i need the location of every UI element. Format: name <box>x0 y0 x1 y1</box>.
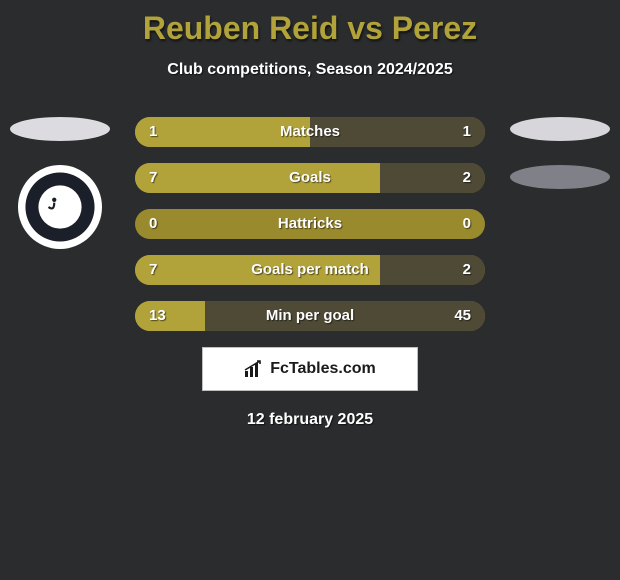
brand-banner: FcTables.com <box>202 347 418 391</box>
stat-row: 1345Min per goal <box>135 301 485 331</box>
stat-row: 72Goals <box>135 163 485 193</box>
stat-bars: 11Matches 72Goals 00Hattricks 72Goals per m… <box>135 117 485 331</box>
comparison-content: 11Matches 72Goals 00Hattricks 72Goals per m… <box>0 117 620 429</box>
brand-text: FcTables.com <box>270 360 376 378</box>
stat-row: 11Matches <box>135 117 485 147</box>
date-label: 12 february 2025 <box>0 411 620 429</box>
left-player-col <box>10 117 110 249</box>
stat-row: 72Goals per match <box>135 255 485 285</box>
right-player-col <box>510 117 610 213</box>
left-club-logo <box>18 165 102 249</box>
stat-label: Goals <box>135 163 485 193</box>
stat-label: Goals per match <box>135 255 485 285</box>
stat-label: Hattricks <box>135 209 485 239</box>
stat-row: 00Hattricks <box>135 209 485 239</box>
right-club-oval <box>510 165 610 189</box>
right-nationality-oval <box>510 117 610 141</box>
stat-label: Min per goal <box>135 301 485 331</box>
subtitle: Club competitions, Season 2024/2025 <box>0 61 620 79</box>
stat-label: Matches <box>135 117 485 147</box>
page-title: Reuben Reid vs Perez <box>0 0 620 47</box>
weston-logo-icon <box>24 171 96 243</box>
bars-icon <box>244 359 264 379</box>
left-nationality-oval <box>10 117 110 141</box>
